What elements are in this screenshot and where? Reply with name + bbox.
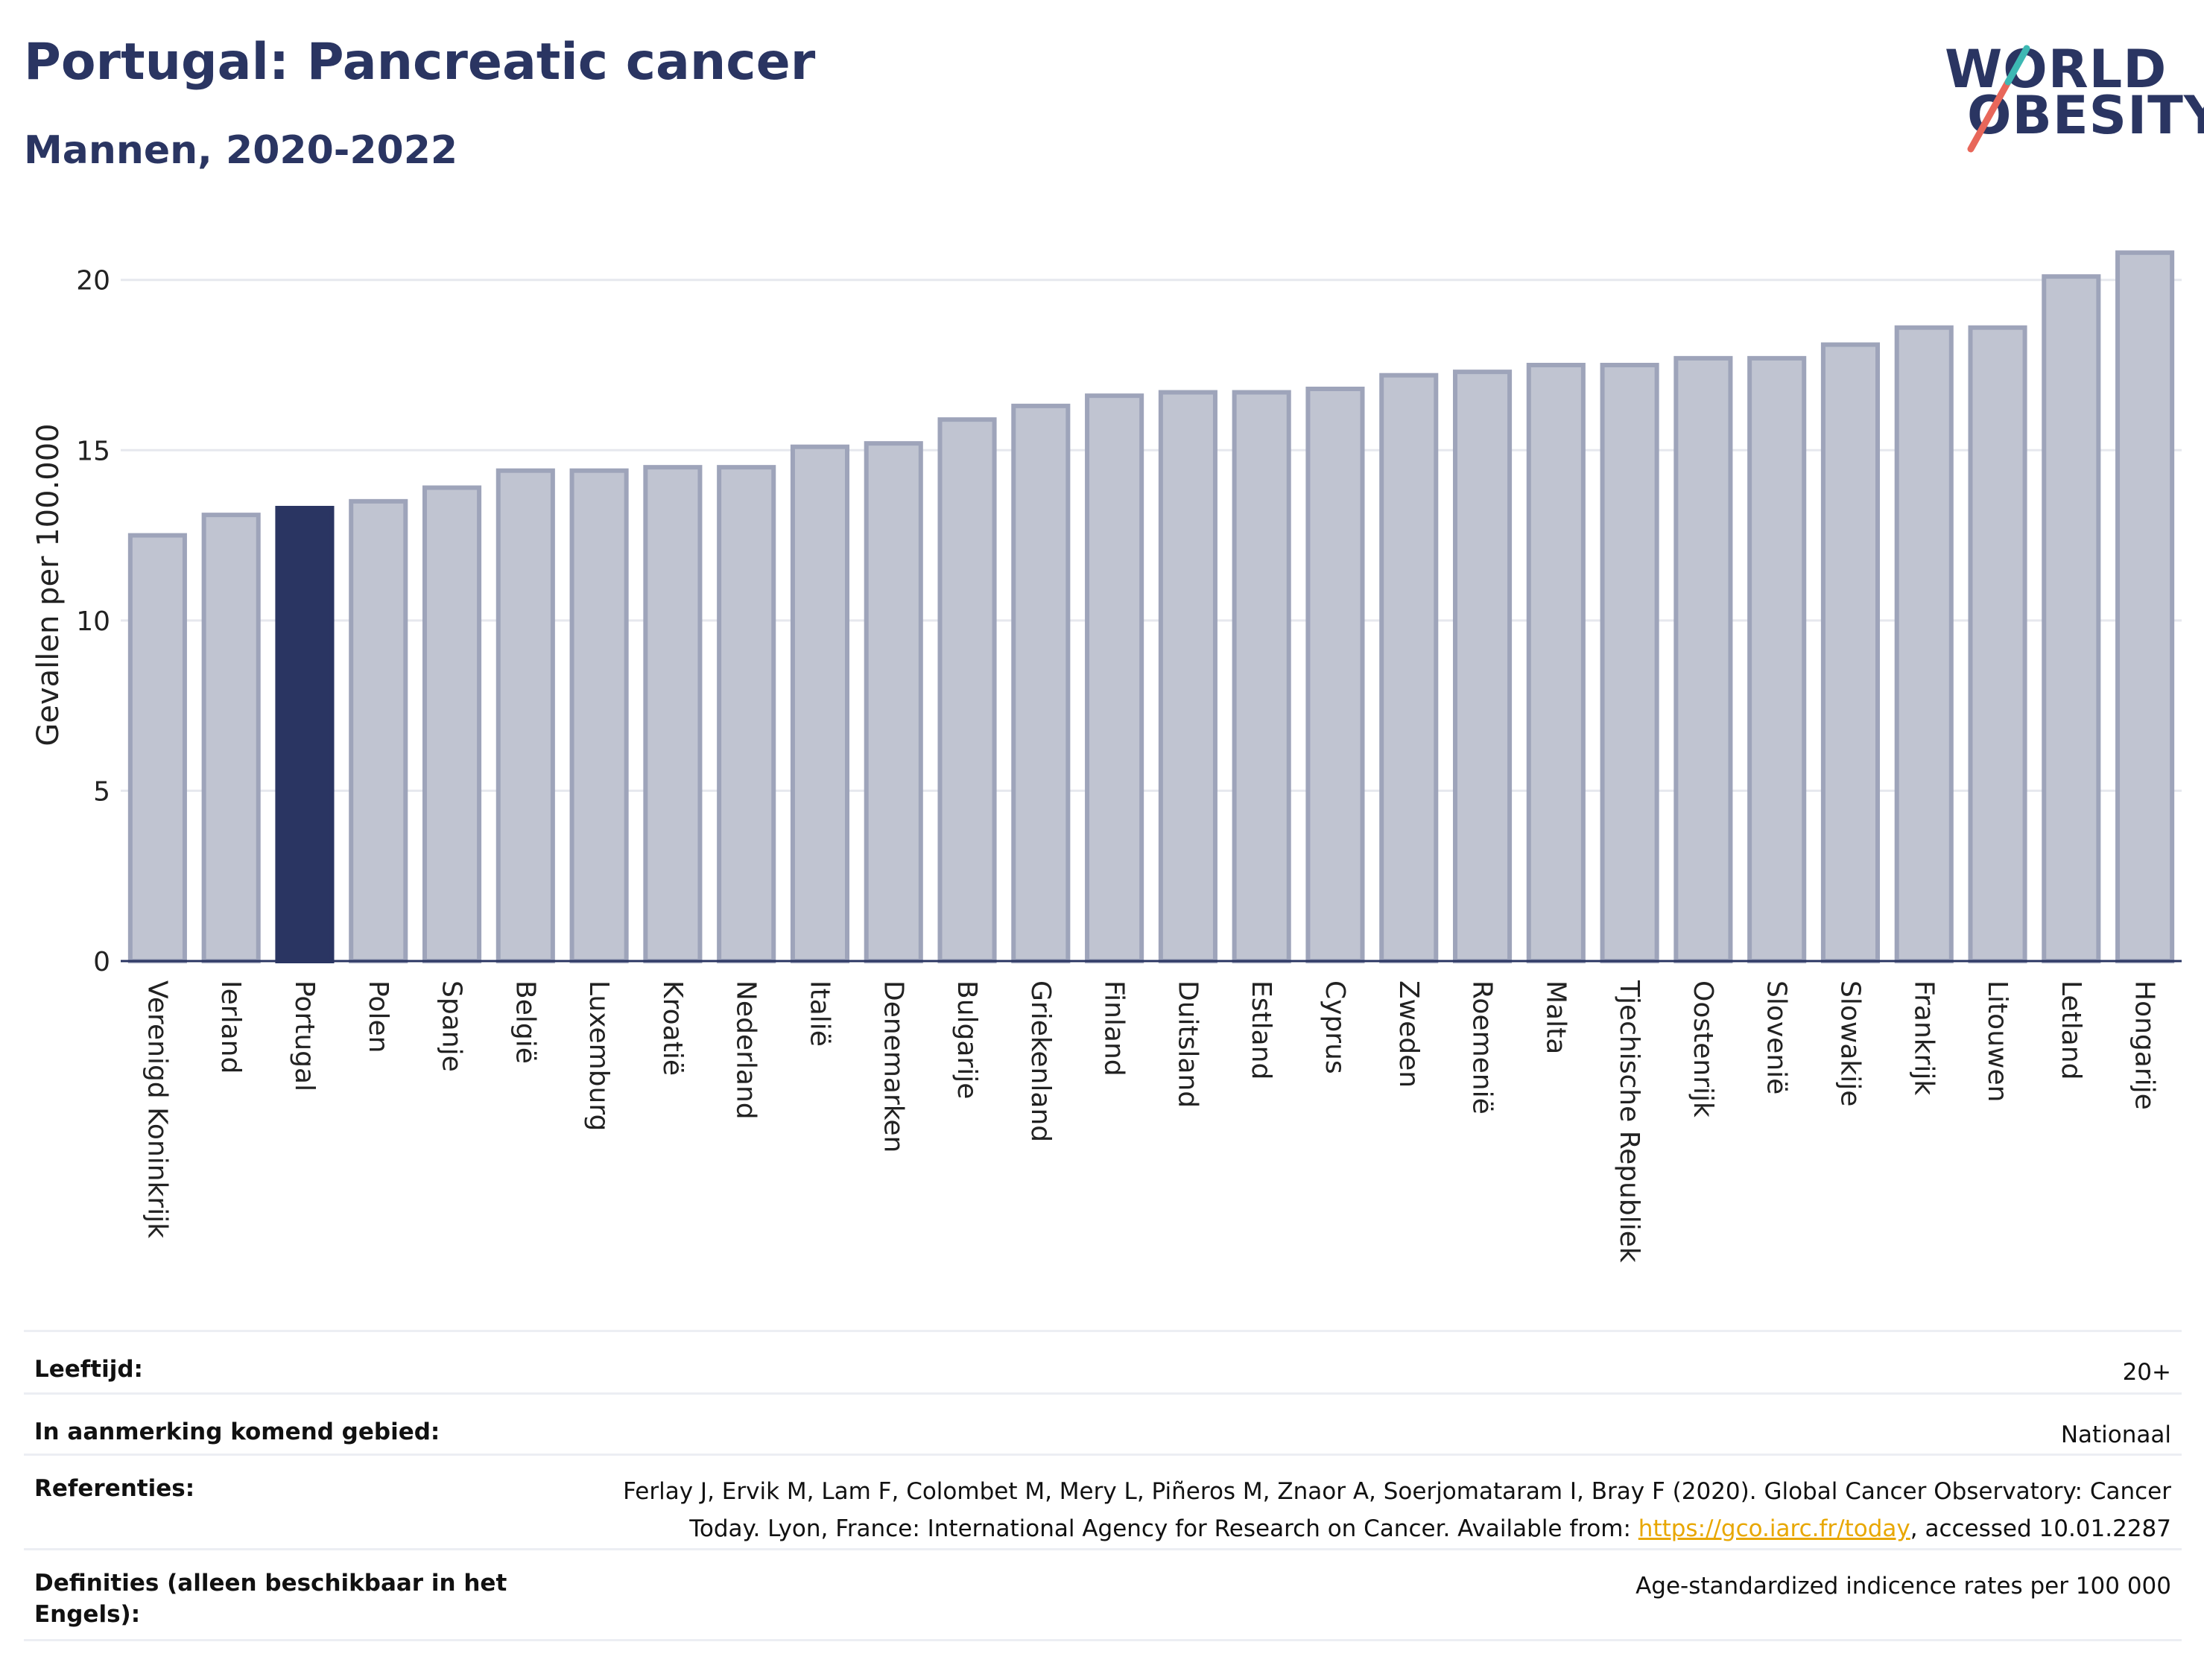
x-tick-label: Nederland [731,980,761,1120]
bar [937,417,997,963]
bar [1526,363,1586,963]
bar [1232,390,1291,964]
info-row-age: Leeftijd: 20+ [24,1330,2182,1392]
info-row-area: In aanmerking komend gebied: Nationaal [24,1392,2182,1454]
x-tick-label: Ierland [215,980,246,1074]
logo-line-2: OBESITY [1967,85,2204,146]
axes: 0 5 10 15 20 [76,266,2182,977]
references-value: Ferlay J, Ervik M, Lam F, Colombet M, Me… [621,1474,2171,1547]
x-tick-label: Zweden [1393,980,1424,1088]
bar [643,465,703,963]
chart-subtitle: Mannen, 2020-2022 [24,128,458,173]
bar [569,468,629,963]
age-value: 20+ [2122,1359,2171,1386]
bar [422,485,482,964]
age-label: Leeftijd: [34,1356,143,1383]
x-tick-label: Frankrijk [1908,980,1939,1095]
x-tick-label: Cyprus [1320,980,1350,1074]
y-tick-label: 10 [76,606,110,637]
bar [1305,387,1365,963]
x-tick-label: Hongarije [2129,980,2160,1110]
x-tick-label: Spanje [437,980,467,1072]
bar [1085,393,1144,963]
bar-highlight [275,506,335,963]
bar [127,533,187,964]
info-row-references: Referenties: Ferlay J, Ervik M, Lam F, C… [24,1454,2182,1548]
x-tick-label: Finland [1099,980,1130,1077]
bar-chart: 0 5 10 15 20 Verenigd Koninkrijk Ierland Portu… [31,250,2182,1263]
bar [1820,342,1881,964]
x-tick-label: Letland [2056,980,2086,1080]
x-tick-label: Polen [363,980,393,1053]
x-tick-label: Italië [804,980,835,1047]
bar [1158,390,1217,964]
y-tick-label: 5 [93,776,110,807]
bar [864,441,923,963]
bar [495,468,555,963]
x-tick-label: Kroatië [657,980,688,1076]
bar [1673,355,1733,964]
bar [1747,355,1807,964]
bar [717,465,776,963]
y-tick-label: 15 [76,436,110,466]
references-text: Ferlay J, Ervik M, Lam F, Colombet M, Me… [623,1478,2171,1542]
area-value: Nationaal [2060,1421,2171,1448]
x-tick-label: Roemenië [1467,980,1498,1115]
x-tick-label: Bulgarije [951,980,982,1099]
x-tick-label: Griekenland [1025,980,1056,1142]
bar [1379,373,1439,963]
y-tick-label: 20 [76,266,110,297]
info-table: Leeftijd: 20+ In aanmerking komend gebie… [24,1330,2182,1641]
bar [1968,325,2027,963]
chart-title: Portugal: Pancreatic cancer [24,33,816,92]
bar [1600,363,1659,963]
x-tick-label: Slovenië [1761,980,1792,1094]
bar [1452,370,1513,963]
x-tick-label: België [510,980,540,1064]
x-tick-label: Portugal [289,980,320,1091]
world-obesity-logo[interactable]: WORLD OBESITY [1945,37,2204,156]
x-tick-label: Luxemburg [583,980,614,1131]
bar [790,444,850,963]
definitions-label: Definities (alleen beschikbaar in het En… [34,1570,507,1628]
bars [127,250,2175,964]
x-tick-label: Estland [1246,980,1276,1080]
x-tick-label: Verenigd Koninkrijk [142,980,172,1238]
info-row-definitions: Definities (alleen beschikbaar in het En… [24,1548,2182,1641]
logo-line-1: WORLD [1945,39,2167,100]
bar [2115,250,2175,963]
y-axis-label: Gevallen per 100.000 [31,423,66,746]
references-link[interactable]: https://gco.iarc.fr/today [1638,1515,1910,1542]
x-tick-label: Tjechische Republiek [1614,980,1644,1263]
definitions-value: Age-standardized indicence rates per 100… [1635,1573,2171,1600]
bar [201,513,261,963]
x-tick-label: Malta [1540,980,1571,1054]
area-label: In aanmerking komend gebied: [34,1419,440,1445]
bar [1011,403,1071,964]
bar [1894,325,1954,963]
bar [2042,274,2101,963]
logo-slash-icon [1967,45,2030,153]
bar [349,498,408,964]
x-tick-label: Litouwen [1982,980,2013,1102]
x-tick-labels: Verenigd Koninkrijk Ierland Portugal Polen S… [142,980,2159,1263]
references-text-end: , accessed 10.01.2287 [1910,1515,2171,1542]
x-tick-label: Oostenrijk [1688,980,1718,1118]
references-label: Referenties: [34,1475,195,1502]
x-tick-label: Denemarken [878,980,908,1153]
y-tick-label: 0 [93,947,110,977]
x-tick-label: Slowakije [1834,980,1865,1106]
x-tick-label: Duitsland [1172,980,1203,1108]
